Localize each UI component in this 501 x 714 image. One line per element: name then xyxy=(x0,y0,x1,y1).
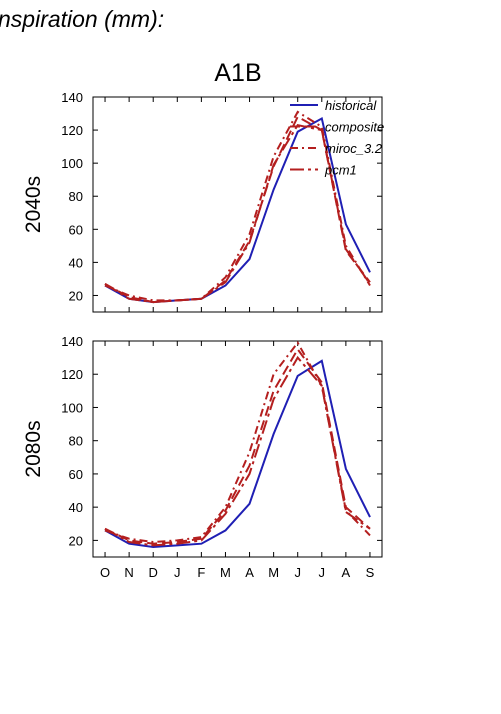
y-tick-label: 40 xyxy=(69,255,83,270)
y-tick-label: 40 xyxy=(69,500,83,515)
x-tick-label: F xyxy=(197,565,205,580)
x-tick-label: M xyxy=(268,565,279,580)
x-tick-label: J xyxy=(174,565,181,580)
y-tick-label: 120 xyxy=(61,123,83,138)
x-tick-label: J xyxy=(294,565,301,580)
data-line xyxy=(104,355,371,547)
y-axis-label: 2040s xyxy=(22,176,45,233)
plot-frame xyxy=(92,96,383,313)
y-tick-label: 100 xyxy=(61,156,83,171)
y-tick-label: 100 xyxy=(61,400,83,415)
y-axis-label: 2080s xyxy=(22,420,45,477)
legend-label: composite xyxy=(325,120,384,135)
data-line xyxy=(104,359,371,549)
page-title: nspiration (mm): xyxy=(0,6,164,32)
y-tick-label: 20 xyxy=(69,533,83,548)
plot-frame xyxy=(92,340,383,558)
x-tick-label: N xyxy=(124,565,133,580)
x-tick-label: D xyxy=(149,565,158,580)
y-tick-label: 60 xyxy=(69,222,83,237)
y-tick-label: 60 xyxy=(69,467,83,482)
data-line xyxy=(104,123,371,304)
x-tick-label: S xyxy=(366,565,375,580)
x-tick-label: A xyxy=(342,565,351,580)
panel-title: A1B xyxy=(214,59,261,87)
x-tick-label: O xyxy=(100,565,110,580)
y-tick-label: 140 xyxy=(61,334,83,349)
y-tick-label: 120 xyxy=(61,367,83,382)
legend-label: miroc_3.2 xyxy=(325,141,383,156)
x-tick-label: J xyxy=(319,565,326,580)
y-tick-label: 140 xyxy=(61,90,83,105)
y-tick-label: 80 xyxy=(69,434,83,449)
y-tick-label: 20 xyxy=(69,288,83,303)
legend-label: pcm1 xyxy=(324,163,357,178)
y-tick-label: 80 xyxy=(69,189,83,204)
data-line xyxy=(104,110,371,302)
legend-label: historical xyxy=(325,98,377,113)
data-line xyxy=(104,340,371,544)
x-tick-label: A xyxy=(245,565,254,580)
x-tick-label: M xyxy=(220,565,231,580)
